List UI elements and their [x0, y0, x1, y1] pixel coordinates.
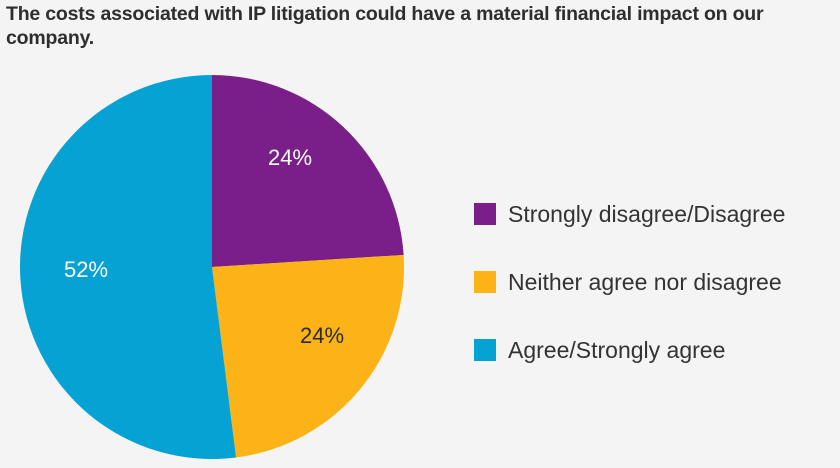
pie-slice-label: 24%	[267, 145, 313, 170]
legend: Strongly disagree/Disagree Neither agree…	[474, 200, 785, 404]
legend-label: Agree/Strongly agree	[508, 336, 726, 363]
pie-slice-neutral	[212, 254, 404, 458]
legend-label: Strongly disagree/Disagree	[508, 200, 786, 227]
chart-title: The costs associated with IP litigation …	[6, 3, 764, 49]
legend-label: Neither agree nor disagree	[508, 268, 782, 295]
pie-slice-label: 52%	[63, 257, 109, 282]
legend-item-neutral: Neither agree nor disagree	[474, 268, 785, 296]
legend-swatch-purple	[474, 203, 496, 225]
legend-swatch-amber	[474, 271, 496, 293]
legend-item-disagree: Strongly disagree/Disagree	[474, 200, 785, 228]
legend-item-agree: Agree/Strongly agree	[474, 336, 785, 364]
pie-slice-disagree	[212, 75, 404, 267]
legend-swatch-blue	[474, 339, 496, 361]
pie-slice-label: 24%	[299, 323, 345, 348]
pie-slice-agree	[20, 75, 237, 459]
